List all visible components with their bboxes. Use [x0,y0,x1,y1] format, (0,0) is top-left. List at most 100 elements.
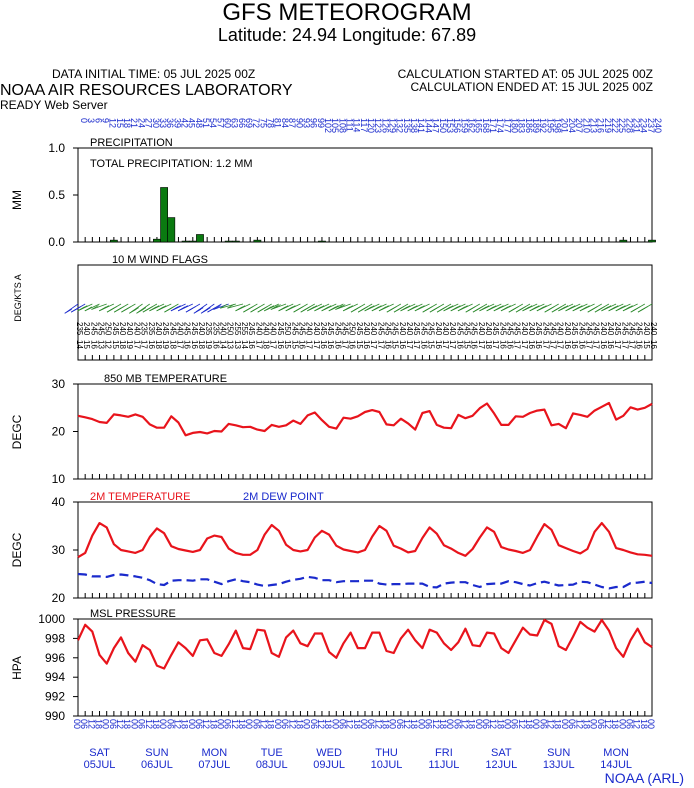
wind-barb-feather [603,305,612,310]
wind-speed-label: 19 [161,340,170,349]
wind-barb-staff [227,303,244,309]
wind-speed-label: 17 [541,340,550,349]
wind-barb-feather [481,305,490,310]
wind-barb-feather [220,303,228,309]
bottom-hour-label: 12 [172,719,182,729]
wind-barb-feather [288,305,296,310]
top-hour-label: 150 [438,118,448,133]
day-of-week-label: SUN [547,747,570,759]
top-hour-label: 93 [301,118,311,128]
wind-direction-label: 245 [584,322,593,336]
wind-barb-feather [207,307,215,313]
bottom-hour-label: 06 [481,719,491,729]
wind-barb-feather [453,305,461,310]
day-of-week-label: TUE [261,747,283,759]
wind-barb-feather [266,305,275,310]
wind-barb-feather [640,306,648,311]
wind-speed-label: 16 [247,340,256,349]
wind-barb-feather [64,308,72,314]
wind-direction-label: 240 [125,322,134,336]
bottom-hour-label: 00 [531,719,541,729]
wind-direction-label: 245 [319,322,328,336]
wind-direction-label: 240 [305,322,314,336]
top-hour-label: 12 [108,118,118,128]
bottom-hour-label: 18 [94,719,104,729]
bottom-hour-label: 06 [452,719,462,729]
bottom-hour-label: 18 [381,719,391,729]
day-date-label: 13JUL [543,759,575,771]
wind-direction-label: 240 [312,322,321,336]
wind-direction-label: 240 [132,322,141,336]
top-hour-label: 213 [588,118,598,133]
wind-barb-feather [203,307,211,312]
wind-speed-label: 16 [577,340,586,349]
wind-speed-label: 17 [269,340,278,349]
wind-barb-feather [518,306,526,311]
top-hour-label: 87 [287,118,297,128]
precip-title: PRECIPITATION [90,137,173,149]
wind-direction-label: 245 [427,322,436,336]
temp2m-line [77,572,653,590]
temp850-x-ticks [77,474,653,479]
precip-bar [253,239,262,243]
wind-speed-label: 16 [89,340,98,349]
top-hour-label: 33 [158,118,168,128]
temp2m-series [77,521,653,590]
precip-bar [231,240,240,243]
temp2m-y-label: DEGC [10,532,24,567]
wind-barb-feather [611,305,619,310]
wind-barb-feather [109,306,117,311]
wind-direction-label: 245 [592,322,601,336]
wind-speed-label: 17 [584,340,593,349]
wind-speed-label: 17 [441,340,450,349]
bottom-hour-label: 00 [359,719,369,729]
precipitation-y-ticks: 0.0 0.5 1.0 [48,141,78,249]
top-hour-label: 48 [194,118,204,128]
wind-speed-label: 16 [527,340,536,349]
wind-direction-label: 245 [462,322,471,336]
precip-bar [160,187,168,243]
y-tick-label: 0.5 [48,188,65,202]
bottom-hour-label: 00 [474,719,484,729]
bottom-hour-label: 06 [137,719,147,729]
wind-direction-label: 240 [520,322,529,336]
wind-direction-label: 245 [513,322,522,336]
wind-barb-feather [331,305,339,310]
temp850-line [77,401,653,437]
top-hour-label: 111 [344,118,354,132]
wind-direction-label: 240 [527,322,536,336]
precip-bar [648,239,656,243]
precip-y-label: MM [10,190,24,210]
bottom-hour-label: 12 [632,719,642,729]
top-hour-label: 216 [596,118,606,133]
wind-speed-label: 18 [197,340,206,349]
wind-speed-label: 15 [391,340,400,349]
top-hour-label: 81 [273,118,283,128]
calculation-started: CALCULATION STARTED AT: 05 JUL 2025 00Z [397,67,653,81]
wind-direction-labels: 2352402452452502452402402402352352402452… [75,322,658,336]
bottom-hour-label: 00 [646,719,656,729]
wind-speed-label: 17 [477,340,486,349]
wind-direction-label: 245 [627,322,636,336]
wind-barb-staff [270,303,287,310]
bottom-hour-label: 18 [610,719,620,729]
y-tick-label: 0.0 [48,235,65,249]
wind-barb-feather [260,306,268,311]
bottom-hour-axis: 0006121800061218000612180006121800061218… [72,719,656,729]
bottom-hour-label: 06 [510,719,520,729]
wind-speed-label: 17 [620,340,629,349]
temp2m-y-ticks: 20 30 40 [52,495,78,605]
wind-speed-label: 15 [290,340,299,349]
bottom-hour-label: 00 [273,719,283,729]
top-hour-label: 105 [330,118,340,133]
precip-bar [153,238,161,243]
wind-barb-feather [188,306,196,311]
wind-speed-label: 17 [491,340,500,349]
bottom-hour-label: 06 [223,719,233,729]
day-date-label: 09JUL [313,759,345,771]
bottom-hour-label: 06 [309,719,319,729]
wind-speed-label: 15 [642,340,651,349]
wind-direction-label: 240 [484,322,493,336]
bottom-hour-label: 12 [259,719,269,729]
bottom-hour-label: 12 [546,719,556,729]
